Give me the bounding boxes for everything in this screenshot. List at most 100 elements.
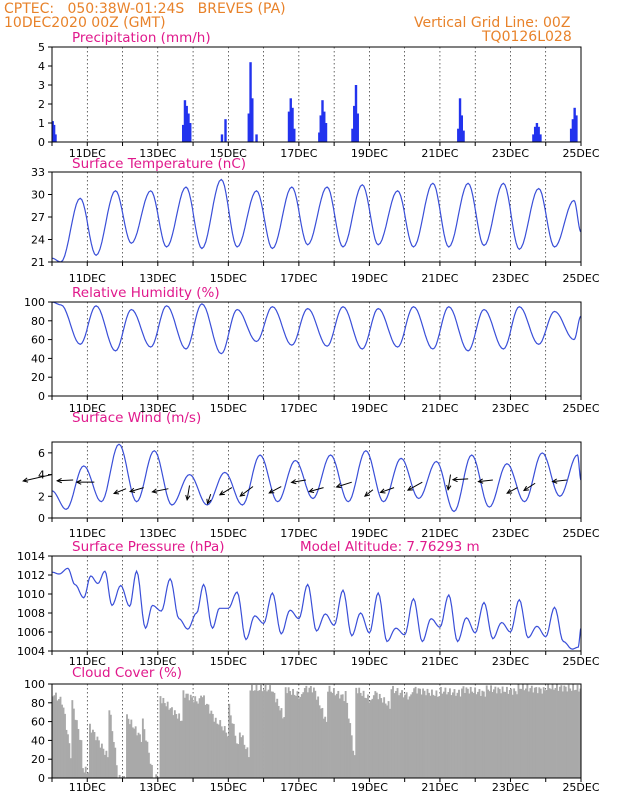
cloud-bar — [338, 698, 341, 778]
cloud-bar — [529, 688, 532, 778]
wind-arrowhead — [308, 487, 315, 493]
cloud-bar — [247, 757, 250, 778]
cloud-bar — [171, 707, 173, 778]
cloud-bar — [416, 693, 419, 778]
cloud-bar — [472, 693, 475, 778]
precip-bar — [291, 107, 294, 142]
y-tick-label: 1008 — [17, 607, 45, 620]
cloud-bar — [398, 695, 400, 778]
cloud-bar — [160, 703, 163, 778]
cloud-bar — [62, 707, 65, 778]
cloud-bar — [293, 694, 296, 778]
x-tick-label: 13DEC — [139, 655, 176, 668]
y-tick-label: 1006 — [17, 626, 45, 639]
plot-frame — [51, 441, 582, 519]
wind-arrowhead — [112, 489, 120, 495]
cloud-bar — [497, 687, 500, 778]
cloud-bar — [182, 690, 185, 778]
series-line — [52, 443, 581, 513]
precip-bar — [354, 85, 358, 142]
cloud-bar — [103, 754, 106, 778]
cloud-bar — [538, 687, 541, 778]
precip-bar — [537, 126, 540, 142]
cloud-bar — [471, 691, 474, 778]
cloud-bar — [303, 688, 306, 778]
cloud-bar — [210, 710, 213, 778]
y-tick-label: 80 — [31, 697, 45, 710]
x-tick-label: 17DEC — [280, 402, 317, 415]
wind-arrow — [309, 487, 324, 493]
series-line — [52, 178, 581, 262]
wind-arrow — [523, 482, 536, 491]
cloud-bar — [337, 690, 340, 778]
cloud-bar — [505, 686, 508, 778]
cloud-bar — [527, 691, 530, 778]
cloud-bar — [547, 684, 550, 778]
panel-2: 21 24 27 30 33 11DEC 13DEC 15DEC 17DEC 19DEC 21DEC… — [31, 156, 600, 285]
x-tick-label: 11DEC — [69, 527, 106, 540]
cloud-bar — [533, 687, 536, 778]
cloud-bar — [466, 688, 469, 778]
cloud-bar — [173, 710, 176, 778]
x-tick-label: 13DEC — [139, 781, 176, 794]
wind-arrowhead — [451, 476, 458, 483]
cloud-bar — [318, 705, 321, 778]
x-tick-label: 21DEC — [421, 147, 458, 160]
cloud-bar — [327, 691, 329, 778]
cloud-bar — [420, 694, 423, 778]
cloud-bar — [69, 758, 72, 778]
cloud-bar — [246, 747, 249, 778]
cloud-bar — [229, 715, 232, 778]
cloud-bar — [96, 736, 99, 778]
cloud-bar — [332, 688, 335, 778]
precip-bar — [353, 105, 356, 142]
cloud-bar — [556, 684, 558, 778]
precip-bar — [185, 105, 188, 142]
wind-arrow — [152, 488, 169, 493]
wind-arrow — [113, 488, 127, 494]
cloud-bar — [578, 691, 580, 778]
cloud-bar — [287, 687, 290, 778]
cloud-bar — [213, 721, 216, 778]
y-tick-label: 100 — [24, 678, 45, 691]
y-tick-label: 60 — [31, 334, 45, 347]
cloud-bar — [77, 728, 80, 778]
x-tick-label: 25DEC — [562, 781, 599, 794]
cloud-bar — [178, 713, 181, 778]
cloud-bar — [426, 688, 429, 778]
cloud-bar — [84, 766, 87, 778]
cloud-bar — [377, 699, 380, 778]
cloud-bar — [465, 687, 468, 778]
wind-arrow — [478, 479, 493, 483]
cloud-bar — [491, 692, 494, 778]
cloud-bar — [254, 690, 256, 778]
cloud-bar — [273, 692, 276, 778]
plot-frame — [51, 301, 582, 397]
cloud-bar — [513, 688, 516, 778]
cloud-bar — [252, 690, 255, 778]
precip-bar — [318, 132, 321, 142]
cloud-bar — [315, 699, 318, 778]
cloud-bar — [235, 743, 238, 778]
x-tick-label: 11DEC — [69, 272, 106, 285]
cloud-bar — [498, 689, 501, 778]
cloud-bar — [56, 700, 59, 778]
cloud-bar — [411, 692, 414, 778]
cloud-bar — [195, 701, 198, 778]
cloud-bar — [324, 716, 327, 778]
cloud-bar — [71, 700, 74, 778]
cloud-bar — [181, 720, 183, 778]
cloud-bar — [311, 692, 314, 778]
precip-bar — [255, 134, 258, 142]
x-tick-label: 11DEC — [69, 147, 106, 160]
cloud-bar — [575, 689, 577, 778]
cloud-bar — [272, 691, 274, 778]
cloud-bar — [194, 696, 197, 778]
cloud-bar — [401, 690, 404, 778]
y-tick-label: 1014 — [17, 550, 45, 563]
cloud-bar — [361, 695, 364, 778]
cloud-bar — [432, 694, 435, 778]
cloud-bar — [447, 692, 450, 778]
cloud-bar — [550, 689, 553, 778]
